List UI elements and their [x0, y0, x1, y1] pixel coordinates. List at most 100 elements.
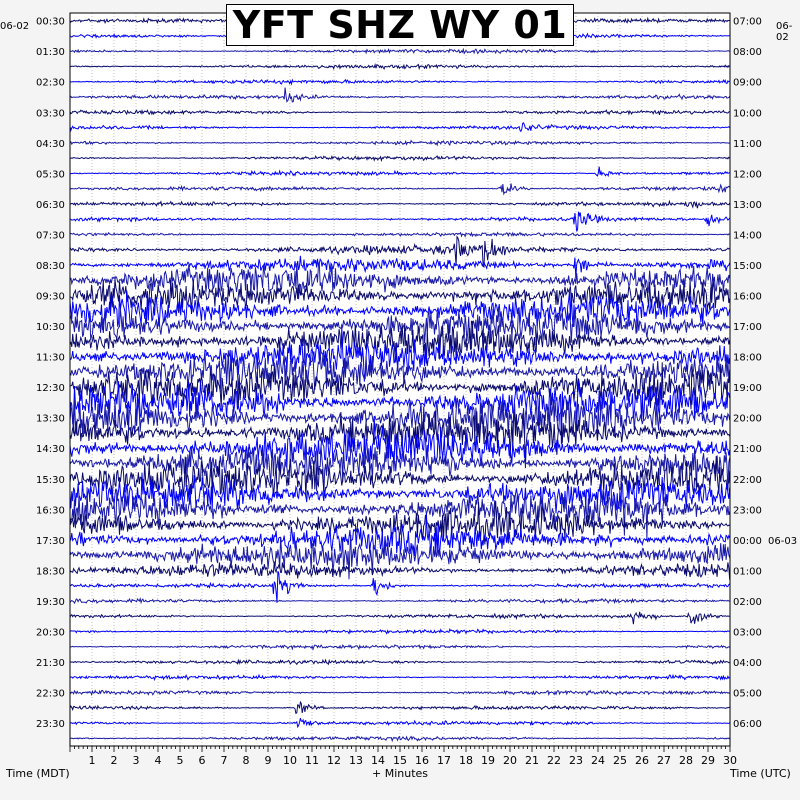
seismic-trace: [69, 122, 731, 133]
x-tick-label: 4: [155, 754, 162, 767]
x-tick-label: 13: [349, 754, 363, 767]
seismic-trace: [69, 255, 731, 279]
right-time-label: 20:00: [733, 414, 762, 425]
right-time-label: 22:00: [733, 475, 762, 486]
x-tick-label: 3: [133, 754, 140, 767]
left-time-label: 19:30: [36, 597, 65, 608]
seismic-trace: [69, 231, 730, 238]
right-time-label: 09:00: [733, 78, 762, 89]
x-tick-label: 12: [327, 754, 341, 767]
left-time-label: 14:30: [36, 444, 65, 455]
x-tick-label: 5: [177, 754, 184, 767]
right-time-label: 13:00: [733, 200, 762, 211]
left-time-label: 22:30: [36, 689, 65, 700]
seismic-trace: [69, 396, 731, 439]
left-time-label: 08:30: [36, 261, 65, 272]
seismic-trace: [70, 47, 730, 55]
x-tick-label: 25: [613, 754, 627, 767]
right-time-label: 07:00: [733, 17, 762, 28]
left-time-label: 12:30: [36, 383, 65, 394]
left-time-label: 05:30: [36, 169, 65, 180]
x-tick-label: 1: [89, 754, 96, 767]
left-time-label: 17:30: [36, 536, 65, 547]
x-tick-label: 10: [283, 754, 297, 767]
seismic-trace: [69, 362, 731, 410]
seismic-trace: [69, 290, 731, 334]
seismic-trace: [69, 262, 731, 300]
seismic-trace: [69, 571, 731, 603]
right-date-change-label: 06-03: [768, 536, 797, 547]
seismic-trace: [69, 689, 731, 696]
left-time-label: 10:30: [36, 322, 65, 333]
left-time-label: 20:30: [36, 627, 65, 638]
left-time-label: 15:30: [36, 475, 65, 486]
left-date-label: 06-02: [0, 21, 30, 32]
left-time-label: 04:30: [36, 139, 65, 150]
right-time-label: 17:00: [733, 322, 762, 333]
x-tick-label: 21: [525, 754, 539, 767]
right-time-label: 18:00: [733, 353, 762, 364]
seismic-trace: [69, 139, 730, 147]
seismic-trace: [69, 472, 731, 515]
chart-title: YFT SHZ WY 01: [226, 4, 574, 46]
seismic-trace: [69, 487, 731, 539]
right-time-label: 12:00: [733, 169, 762, 180]
left-time-label: 03:30: [36, 108, 65, 119]
seismic-trace: [70, 644, 730, 651]
x-tick-label: 9: [265, 754, 272, 767]
right-time-label: 01:00: [733, 566, 762, 577]
seismic-trace: [69, 381, 731, 445]
seismic-trace: [69, 410, 731, 469]
x-tick-label: 26: [635, 754, 649, 767]
seismic-trace: [69, 456, 731, 502]
x-tick-label: 28: [679, 754, 693, 767]
left-time-label: 07:30: [36, 230, 65, 241]
seismic-trace: [69, 340, 731, 395]
seismic-trace: [69, 235, 730, 268]
seismic-trace: [69, 199, 731, 209]
right-time-label: 06:00: [733, 719, 762, 730]
x-tick-label: 30: [723, 754, 737, 767]
x-tick-label: 20: [503, 754, 517, 767]
seismic-trace: [69, 154, 731, 163]
seismic-trace: [69, 673, 730, 682]
seismic-trace: [69, 627, 730, 635]
x-tick-label: 15: [393, 754, 407, 767]
x-tick-label: 27: [657, 754, 671, 767]
right-time-label: 03:00: [733, 627, 762, 638]
right-date-label: 06-02: [776, 21, 793, 43]
seismic-trace: [69, 108, 730, 116]
x-tick-label: 29: [701, 754, 715, 767]
left-time-label: 09:30: [36, 292, 65, 303]
left-time-label: 00:30: [36, 17, 65, 28]
seismic-trace: [69, 658, 730, 666]
seismic-trace: [69, 279, 731, 315]
x-tick-label: 24: [591, 754, 605, 767]
right-time-label: 08:00: [733, 47, 762, 58]
seismic-trace: [69, 63, 731, 71]
seismic-trace: [69, 211, 731, 232]
seismic-trace: [69, 611, 730, 625]
x-tick-label: 18: [459, 754, 473, 767]
x-tick-label: 23: [569, 754, 583, 767]
x-tick-label: 14: [371, 754, 385, 767]
seismic-trace: [69, 700, 730, 715]
x-tick-label: 11: [305, 754, 319, 767]
left-time-label: 13:30: [36, 414, 65, 425]
seismic-trace: [69, 183, 731, 196]
seismic-trace: [69, 327, 731, 382]
x-tick-label: 8: [243, 754, 250, 767]
left-time-label: 16:30: [36, 505, 65, 516]
seismic-trace: [69, 320, 731, 364]
left-time-label: 21:30: [36, 658, 65, 669]
right-time-label: 15:00: [733, 261, 762, 272]
right-time-label: 11:00: [733, 139, 762, 150]
left-time-label: 02:30: [36, 78, 65, 89]
x-tick-label: 6: [199, 754, 206, 767]
right-time-label: 04:00: [733, 658, 762, 669]
seismic-trace: [69, 513, 731, 557]
x-tick-label: 7: [221, 754, 228, 767]
x-tick-label: 22: [547, 754, 561, 767]
left-time-label: 01:30: [36, 47, 65, 58]
